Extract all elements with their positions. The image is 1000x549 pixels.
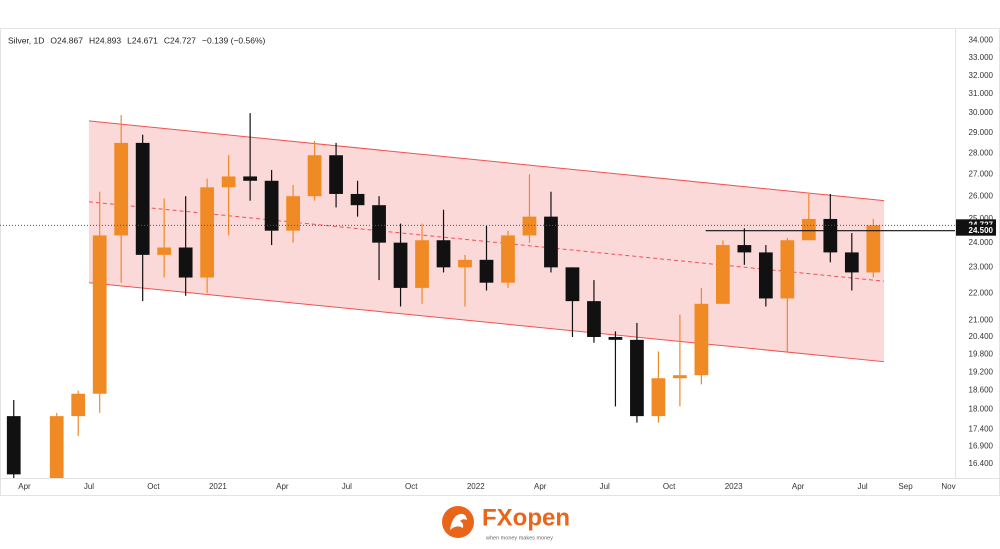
x-tick-label: 2023 [725, 482, 743, 491]
y-tick-label: 17.400 [969, 424, 994, 433]
y-tick-label: 30.000 [969, 108, 994, 117]
candle-body [436, 240, 451, 268]
x-tick-label: 2021 [209, 482, 227, 491]
y-tick-label: 22.000 [969, 288, 994, 297]
y-tick-label: 18.000 [969, 405, 994, 414]
y-tick-label: 31.000 [969, 89, 994, 98]
level-box [956, 224, 996, 236]
brand-tagline: when money makes money [485, 535, 553, 541]
x-tick-label: Jul [857, 482, 867, 491]
candle-body [737, 245, 752, 253]
y-tick-label: 33.000 [969, 53, 994, 62]
header-item: O24.867 [50, 35, 83, 45]
y-tick-label: 20.400 [969, 332, 994, 341]
y-tick-label: 19.800 [969, 349, 994, 358]
candle-body [221, 176, 236, 188]
candle-body [200, 187, 215, 278]
candle-body [823, 218, 838, 253]
logo [442, 506, 474, 538]
candle-body [243, 176, 257, 181]
candle-body [479, 259, 494, 283]
x-tick-label: Sep [898, 482, 913, 491]
candle-body [608, 336, 623, 340]
candle-body [801, 218, 816, 241]
y-tick-label: 29.000 [969, 128, 994, 137]
channel-upper [88, 120, 885, 202]
header-item: −0.139 (−0.56%) [202, 35, 265, 45]
candle-body [565, 267, 580, 302]
candle-body [694, 303, 709, 376]
candle-body [286, 196, 300, 231]
candle-body [135, 142, 150, 255]
channel-lower [88, 282, 885, 363]
candle-body [157, 247, 172, 255]
y-tick-label: 28.000 [969, 148, 994, 157]
header-item: L24.671 [127, 35, 158, 45]
candle-body [544, 216, 558, 268]
candle-body [501, 235, 515, 283]
x-tick-label: Apr [276, 482, 289, 491]
x-tick-label: Jul [600, 482, 610, 491]
candle-body [866, 225, 881, 273]
y-tick-label: 16.400 [969, 459, 994, 468]
candle-body [49, 416, 64, 478]
x-tick-label: Oct [147, 482, 160, 491]
y-tick-label: 25.000 [969, 214, 994, 223]
candle-body [28, 515, 42, 549]
candle-body [651, 378, 666, 417]
level-label: 24.500 [969, 226, 994, 235]
y-tick-label: 19.200 [969, 367, 994, 376]
candle-body [307, 155, 322, 197]
candle-body [716, 245, 730, 304]
candle-body [178, 247, 193, 278]
candle-body [673, 375, 687, 379]
candle-body [372, 205, 386, 243]
x-tick-label: Nov [941, 482, 955, 491]
candle-body [329, 155, 343, 194]
axes: 16.400 16.900 17.400 18.000 18.600 19.200 19.8… [18, 36, 996, 491]
y-tick-label: 26.000 [969, 191, 994, 200]
y-tick-label: 24.000 [969, 238, 994, 247]
candle-body [393, 242, 408, 288]
brand-name: FXopen [482, 504, 570, 531]
x-tick-label: Jul [342, 482, 352, 491]
y-tick-label: 34.000 [969, 36, 994, 45]
candle-body [458, 259, 472, 268]
y-tick-label: 16.900 [969, 441, 994, 450]
candle-body [780, 240, 795, 299]
candle-body [587, 301, 601, 337]
candle-body [71, 393, 86, 417]
candle-body [92, 235, 107, 394]
candle-body [6, 416, 21, 475]
candle-body [522, 216, 537, 236]
x-tick-label: Jul [84, 482, 94, 491]
y-tick-label: 32.000 [969, 71, 994, 80]
x-tick-label: Apr [792, 482, 805, 491]
plot-area [0, 113, 955, 549]
header-item: Silver, 1D [8, 35, 44, 45]
y-tick-label: 18.600 [969, 386, 994, 395]
candle-body [844, 252, 859, 273]
x-tick-label: Oct [663, 482, 676, 491]
y-tick-label: 21.000 [969, 315, 994, 324]
y-tick-label: 27.000 [969, 169, 994, 178]
candle-body [758, 252, 773, 299]
logo-lion [450, 513, 467, 530]
candle-body [114, 142, 129, 236]
header-item: H24.893 [89, 35, 121, 45]
candle-body [630, 339, 644, 417]
x-tick-label: Oct [405, 482, 418, 491]
header-item: C24.727 [164, 35, 196, 45]
x-tick-label: Apr [18, 482, 31, 491]
y-tick-label: 23.000 [969, 262, 994, 271]
x-tick-label: Apr [534, 482, 547, 491]
candle-body [350, 193, 365, 206]
candle-body [264, 180, 279, 231]
x-tick-label: 2022 [467, 482, 485, 491]
candle-body [415, 240, 429, 288]
